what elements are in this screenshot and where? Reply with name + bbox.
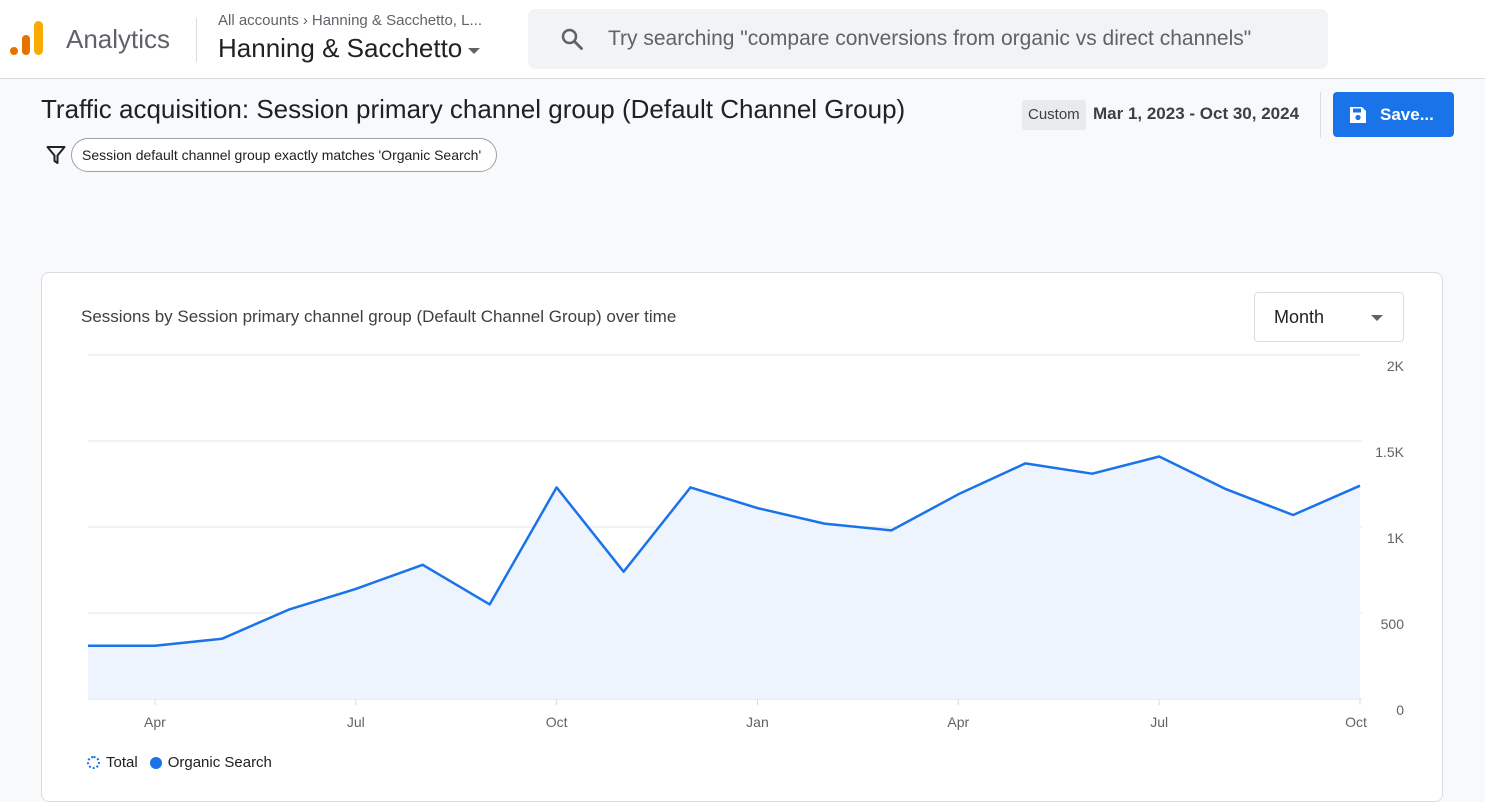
breadcrumb[interactable]: All accounts › Hanning & Sacchetto, L... xyxy=(218,12,482,29)
data-point[interactable] xyxy=(218,635,226,643)
data-point[interactable] xyxy=(1021,459,1029,467)
x-tick-label: Jan xyxy=(746,714,769,730)
date-range-type[interactable]: Custom xyxy=(1022,100,1086,130)
legend-marker-total xyxy=(87,756,100,769)
data-point[interactable] xyxy=(1155,452,1163,460)
y-tick-label: 1K xyxy=(1387,530,1405,546)
legend-marker-organic-search xyxy=(149,756,162,769)
chevron-down-icon xyxy=(1371,315,1383,321)
save-button-label: Save... xyxy=(1380,104,1434,124)
data-point[interactable] xyxy=(687,483,695,491)
data-point[interactable] xyxy=(620,568,628,576)
x-tick-label: Jul xyxy=(1150,714,1168,730)
search-icon xyxy=(561,28,583,50)
y-tick-label: 1.5K xyxy=(1375,444,1404,460)
sessions-chart[interactable]: 0 500 1K 1.5K 2K Apr Jul Oct Jan Apr Jul Oct xyxy=(42,273,1442,743)
chart-card: Sessions by Session primary channel grou… xyxy=(41,272,1443,802)
x-tick-label: Jul xyxy=(347,714,365,730)
legend-label-total: Total xyxy=(106,754,138,771)
filter-chip[interactable]: Session default channel group exactly ma… xyxy=(71,138,498,172)
data-point[interactable] xyxy=(1222,485,1230,493)
y-tick-label: 2K xyxy=(1387,358,1405,374)
filter-icon xyxy=(46,146,66,164)
y-tick-label: 500 xyxy=(1381,616,1405,632)
data-point[interactable] xyxy=(1289,511,1297,519)
breadcrumb-root[interactable]: All accounts xyxy=(218,12,299,29)
data-point[interactable] xyxy=(753,504,761,512)
data-point[interactable] xyxy=(1088,470,1096,478)
save-icon xyxy=(1350,106,1366,123)
legend-item-organic-search[interactable]: Organic Search xyxy=(149,754,272,771)
data-point[interactable] xyxy=(84,642,92,650)
x-tick-label: Oct xyxy=(546,714,568,730)
data-point[interactable] xyxy=(820,520,828,528)
toolbar-divider xyxy=(1320,92,1321,138)
top-bar: Analytics All accounts › Hanning & Sacchet… xyxy=(0,0,1485,79)
data-point[interactable] xyxy=(954,490,962,498)
save-button[interactable]: Save... xyxy=(1333,92,1454,137)
data-point[interactable] xyxy=(887,526,895,534)
data-point[interactable] xyxy=(285,606,293,614)
search-input[interactable] xyxy=(608,19,1308,59)
search-bar[interactable] xyxy=(528,9,1328,69)
series-line-organic-search[interactable] xyxy=(88,455,1361,647)
granularity-value: Month xyxy=(1274,307,1325,327)
data-point[interactable] xyxy=(1356,482,1364,490)
legend-item-total[interactable]: Total xyxy=(87,754,138,771)
account-name: Hanning & Sacchetto xyxy=(218,33,463,63)
data-point[interactable] xyxy=(151,642,159,650)
x-tick-label: Oct xyxy=(1345,714,1367,730)
x-tick-label: Apr xyxy=(144,714,166,730)
caret-down-icon xyxy=(468,47,481,54)
date-range[interactable]: Mar 1, 2023 - Oct 30, 2024 xyxy=(1093,104,1300,123)
header-divider xyxy=(196,18,197,62)
data-point[interactable] xyxy=(486,600,494,608)
chart-title: Sessions by Session primary channel grou… xyxy=(81,307,677,326)
x-tick-label: Apr xyxy=(947,714,969,730)
page-title: Traffic acquisition: Session primary cha… xyxy=(41,94,906,124)
breadcrumb-account[interactable]: Hanning & Sacchetto, L... xyxy=(311,12,482,29)
granularity-select[interactable]: Month xyxy=(1254,292,1404,342)
chevron-right-icon: › xyxy=(302,12,308,29)
chart-legend: Total Organic Search xyxy=(87,754,272,771)
analytics-logo-icon[interactable] xyxy=(9,21,45,57)
data-point[interactable] xyxy=(553,483,561,491)
app-name: Analytics xyxy=(66,24,171,54)
y-tick-label: 0 xyxy=(1396,702,1404,718)
data-point[interactable] xyxy=(352,585,360,593)
series-area-organic-search xyxy=(88,456,1360,699)
legend-label-organic-search: Organic Search xyxy=(167,754,272,771)
data-point[interactable] xyxy=(419,561,427,569)
account-selector[interactable]: Hanning & Sacchetto xyxy=(218,33,481,64)
